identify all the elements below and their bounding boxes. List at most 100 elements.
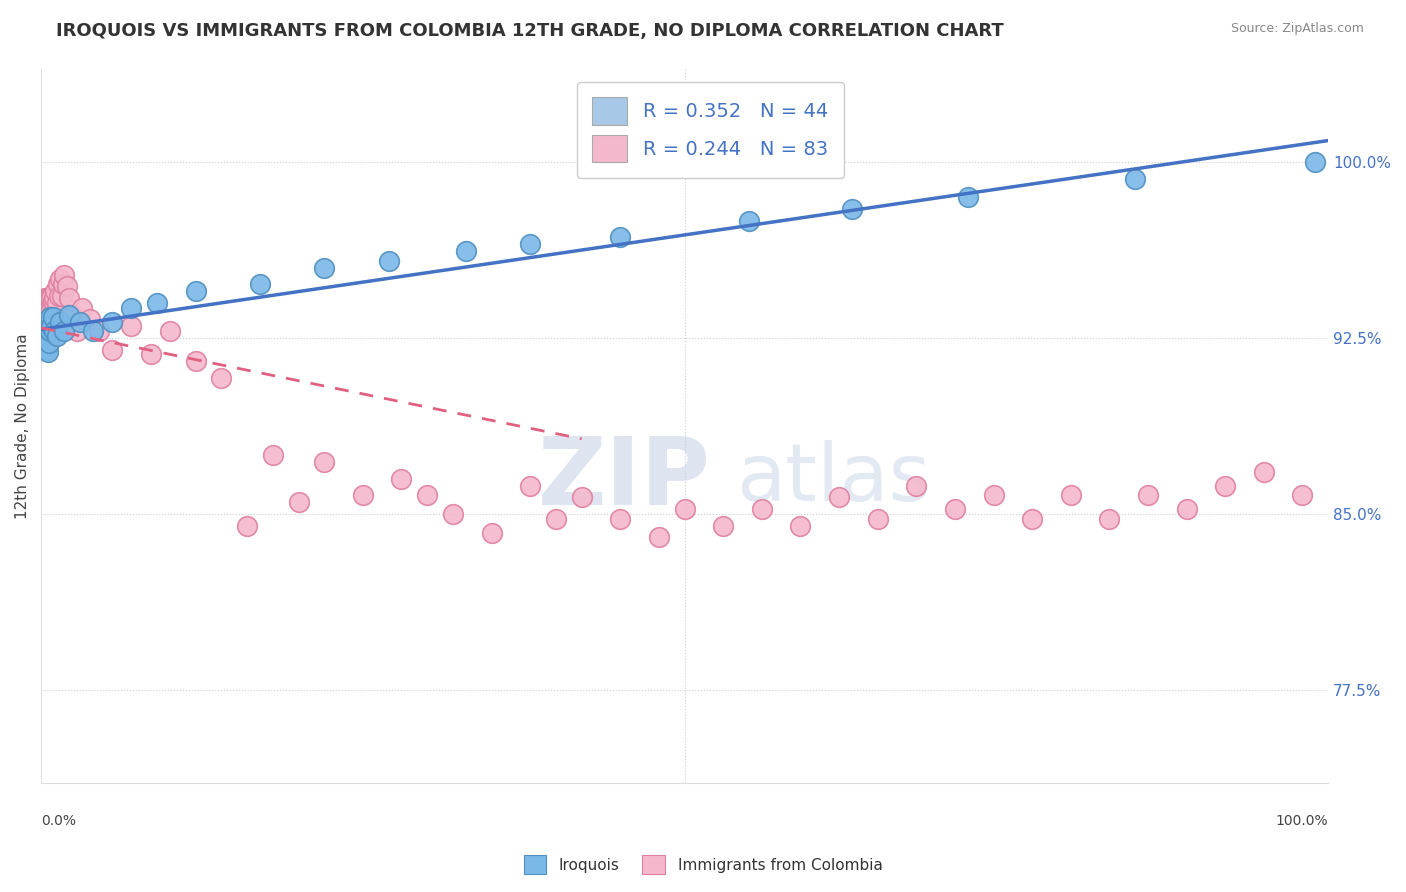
Point: [39, 324, 62, 338]
Point: [38, 324, 60, 338]
Point: [34, 291, 56, 305]
Point: [53, 268, 76, 282]
Point: [34, 324, 56, 338]
Point: [34, 334, 56, 348]
Point: [58, 308, 80, 322]
Point: [45, 328, 67, 343]
Point: [314, 455, 336, 469]
Point: [101, 343, 124, 357]
Point: [352, 488, 374, 502]
Point: [35, 291, 58, 305]
Point: [41, 308, 63, 322]
Point: [32, 324, 55, 338]
Text: IROQUOIS VS IMMIGRANTS FROM COLOMBIA 12TH GRADE, NO DIPLOMA CORRELATION CHART: IROQUOIS VS IMMIGRANTS FROM COLOMBIA 12T…: [56, 22, 1004, 40]
Point: [58, 291, 80, 305]
Point: [42, 291, 65, 305]
Point: [609, 230, 631, 244]
Point: [38, 315, 60, 329]
Legend: Iroquois, Immigrants from Colombia: Iroquois, Immigrants from Colombia: [517, 849, 889, 880]
Point: [44, 284, 66, 298]
Point: [34, 315, 56, 329]
Point: [789, 518, 811, 533]
Point: [72, 301, 94, 315]
Point: [37, 312, 59, 326]
Point: [519, 479, 541, 493]
Point: [37, 334, 59, 348]
Point: [209, 371, 232, 385]
Point: [1213, 479, 1236, 493]
Point: [39, 310, 62, 324]
Point: [828, 491, 851, 505]
Point: [34, 301, 56, 315]
Point: [35, 315, 58, 329]
Point: [52, 277, 75, 292]
Legend: R = 0.352   N = 44, R = 0.244   N = 83: R = 0.352 N = 44, R = 0.244 N = 83: [576, 82, 844, 178]
Point: [1123, 171, 1146, 186]
Point: [751, 502, 773, 516]
Point: [34, 324, 56, 338]
Point: [943, 502, 966, 516]
Point: [866, 511, 889, 525]
Point: [1303, 155, 1326, 169]
Point: [37, 315, 59, 329]
Point: [82, 324, 104, 338]
Point: [38, 302, 60, 317]
Point: [34, 338, 56, 352]
Point: [53, 324, 76, 338]
Point: [69, 315, 91, 329]
Point: [416, 488, 439, 502]
Point: [673, 502, 696, 516]
Point: [544, 511, 567, 525]
Point: [37, 302, 59, 317]
Point: [41, 293, 63, 308]
Point: [609, 511, 631, 525]
Point: [1291, 488, 1313, 502]
Point: [648, 530, 671, 544]
Point: [1098, 511, 1121, 525]
Point: [146, 296, 169, 310]
Point: [905, 479, 928, 493]
Text: ZIP: ZIP: [537, 433, 710, 524]
Point: [184, 354, 207, 368]
Point: [571, 491, 593, 505]
Point: [46, 277, 69, 292]
Point: [120, 301, 142, 315]
Point: [35, 302, 58, 317]
Point: [34, 312, 56, 326]
Point: [454, 244, 477, 259]
Point: [1253, 465, 1275, 479]
Point: [120, 319, 142, 334]
Point: [39, 291, 62, 305]
Point: [35, 315, 58, 329]
Point: [159, 324, 181, 338]
Point: [48, 289, 70, 303]
Point: [441, 507, 464, 521]
Point: [49, 272, 72, 286]
Point: [41, 310, 63, 324]
Point: [37, 335, 59, 350]
Point: [34, 331, 56, 345]
Text: atlas: atlas: [737, 440, 931, 517]
Point: [49, 315, 72, 329]
Point: [62, 308, 84, 322]
Text: 100.0%: 100.0%: [1275, 814, 1329, 828]
Point: [56, 279, 79, 293]
Y-axis label: 12th Grade, No Diploma: 12th Grade, No Diploma: [15, 333, 30, 519]
Point: [287, 495, 309, 509]
Point: [31, 319, 53, 334]
Point: [1175, 502, 1198, 516]
Point: [39, 305, 62, 319]
Point: [391, 472, 413, 486]
Point: [39, 321, 62, 335]
Point: [314, 260, 336, 275]
Point: [249, 277, 271, 292]
Point: [184, 284, 207, 298]
Point: [42, 324, 65, 338]
Point: [38, 335, 60, 350]
Point: [377, 253, 399, 268]
Point: [1021, 511, 1043, 525]
Point: [79, 312, 101, 326]
Point: [983, 488, 1005, 502]
Point: [1060, 488, 1083, 502]
Point: [38, 328, 60, 343]
